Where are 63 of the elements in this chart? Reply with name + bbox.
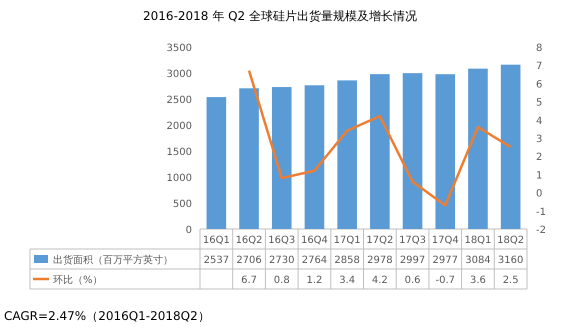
chart-title: 2016-2018 年 Q2 全球硅片出货量规模及增长情况 — [143, 9, 417, 23]
x-tick-label: 16Q3 — [268, 235, 296, 246]
data-label: 2537 — [204, 255, 230, 266]
legend-label: 出货面积（百万平方英寸） — [53, 254, 173, 266]
x-tick-label: 16Q1 — [202, 235, 230, 246]
data-label: 2858 — [334, 255, 360, 266]
data-label: 4.2 — [372, 275, 388, 286]
line-series — [248, 69, 512, 207]
bar — [272, 87, 292, 229]
y-tick-label: 3000 — [166, 69, 192, 80]
data-label: 1.2 — [306, 275, 322, 286]
y-tick-label: 500 — [172, 199, 192, 210]
bar — [337, 80, 357, 229]
data-label: 2730 — [269, 255, 294, 266]
y2-tick-label: 8 — [536, 43, 542, 54]
data-label: 2997 — [400, 255, 426, 266]
y2-tick-label: 7 — [536, 61, 542, 72]
text: CAGR=2.47%（2016Q1-2018Q2） — [4, 309, 210, 323]
data-label: 0.6 — [404, 275, 421, 286]
x-tick-label: 17Q3 — [399, 235, 426, 246]
y2-tick-label: 2 — [536, 152, 542, 164]
x-tick-label: 17Q1 — [334, 235, 361, 246]
x-tick-label: 16Q4 — [300, 235, 328, 246]
y-tick-label: 2000 — [166, 121, 192, 132]
data-label: 2764 — [302, 255, 328, 266]
y-tick-label: 1500 — [166, 147, 192, 158]
bar — [206, 97, 226, 229]
bar — [239, 88, 259, 229]
data-label: 3160 — [498, 255, 524, 266]
y2-tick-label: 1 — [536, 170, 542, 182]
y-tick-label: 3500 — [166, 43, 192, 54]
data-label: 3084 — [465, 255, 491, 266]
data-label: 3.6 — [470, 275, 486, 286]
y2-tick-label: 6 — [536, 79, 542, 90]
x-tick-label: 17Q4 — [432, 235, 459, 246]
data-label: -0.7 — [435, 275, 456, 286]
y2-tick-label: 3 — [536, 134, 542, 145]
x-tick-label: 18Q2 — [497, 235, 524, 246]
x-tick-label: 18Q1 — [464, 235, 492, 246]
data-label: 2978 — [367, 255, 393, 266]
bar — [402, 73, 422, 229]
legend-label: 环比（%） — [53, 274, 103, 286]
x-tick-label: 17Q2 — [366, 235, 394, 246]
y-tick-label: 1000 — [166, 173, 192, 184]
data-label: 2977 — [432, 255, 458, 266]
data-label: 2706 — [236, 255, 262, 266]
y2-tick-label: -2 — [536, 225, 546, 236]
data-label: 0.8 — [274, 275, 290, 286]
bar — [304, 85, 324, 229]
x-tick-label: 16Q2 — [236, 235, 263, 246]
bar — [468, 68, 488, 229]
bar — [370, 74, 390, 229]
y-tick-label: 2500 — [166, 95, 192, 106]
y2-tick-label: -1 — [536, 206, 546, 218]
y-tick-label: 0 — [186, 225, 192, 236]
data-label: 3.4 — [339, 275, 356, 286]
bar — [435, 74, 456, 229]
data-label: 6.7 — [241, 275, 258, 286]
y2-tick-label: 5 — [536, 98, 542, 109]
y2-tick-label: 4 — [536, 116, 542, 127]
y2-tick-label: 0 — [536, 188, 542, 200]
bar — [500, 64, 520, 229]
data-label: 2.5 — [502, 275, 519, 286]
